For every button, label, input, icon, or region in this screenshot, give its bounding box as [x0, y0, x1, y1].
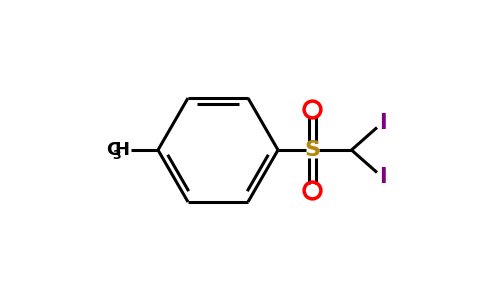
Text: I: I [379, 113, 387, 133]
Text: S: S [304, 140, 320, 160]
Text: 3: 3 [112, 149, 121, 162]
Text: H: H [115, 141, 130, 159]
Text: I: I [379, 167, 387, 187]
Text: C: C [106, 141, 120, 159]
